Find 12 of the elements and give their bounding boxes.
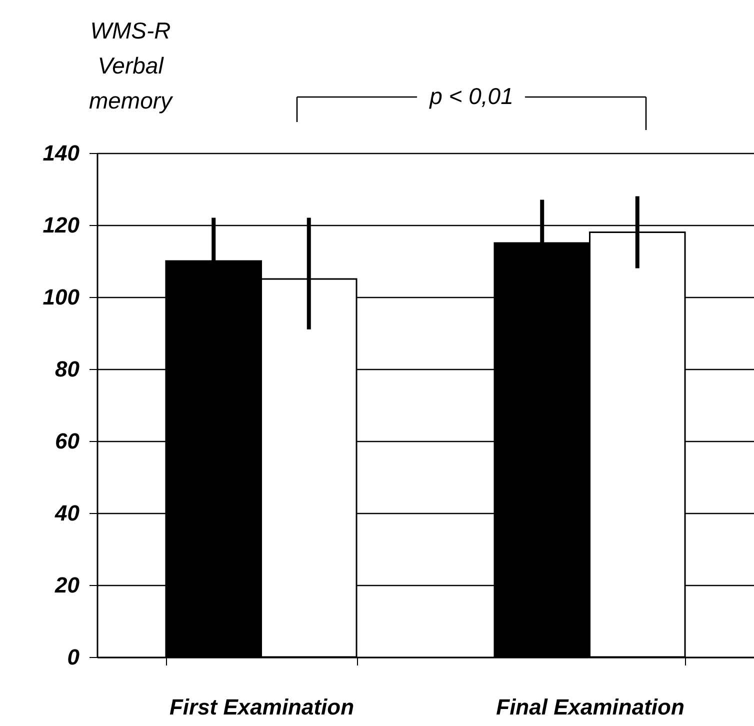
- y-tick-label: 0: [67, 644, 80, 670]
- y-tick-label: 60: [55, 428, 80, 454]
- y-tick-label: 40: [54, 500, 80, 526]
- y-tick-label: 140: [42, 140, 80, 166]
- x-tick-label: First Examination: [169, 694, 354, 720]
- y-tick-label: 80: [55, 356, 80, 382]
- y-axis-title: WMS-R Verbal memory: [88, 18, 174, 114]
- text: p < 0,01: [428, 83, 514, 109]
- y-tick-label: 20: [54, 572, 80, 598]
- y-tick-label: 120: [42, 212, 80, 238]
- y-tick-label: 100: [42, 284, 80, 310]
- x-tick-label: Final Examination: [496, 694, 684, 720]
